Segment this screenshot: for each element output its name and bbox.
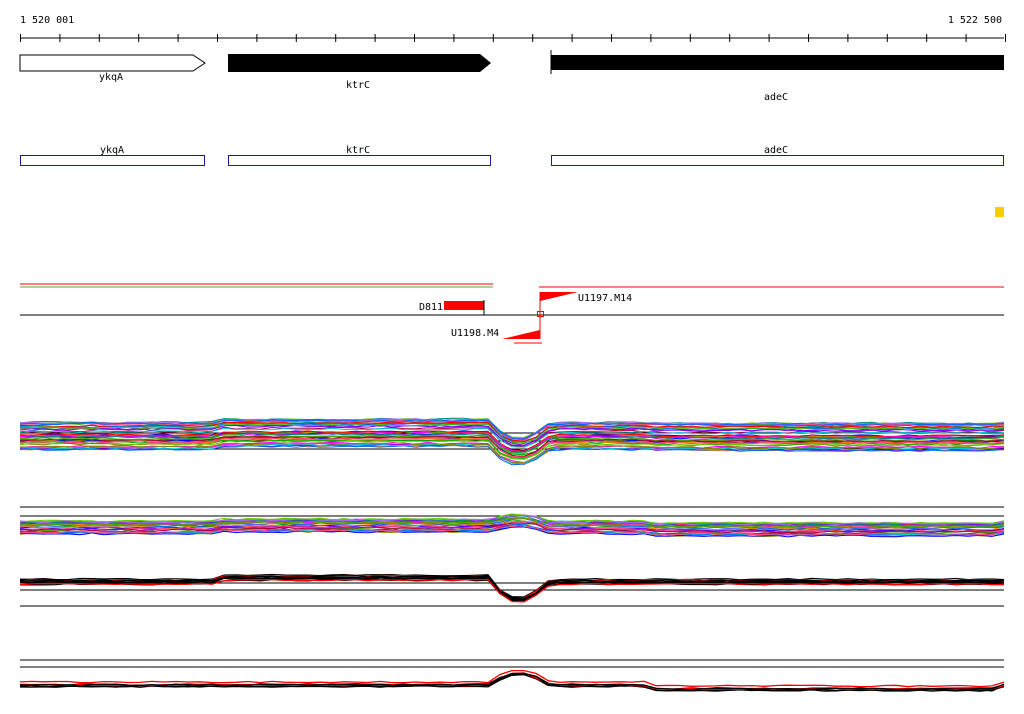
expression-profile-line (19, 573, 1005, 598)
expression-profile-line (19, 525, 1005, 536)
end-coordinate-label: 1 522 500 (948, 15, 1002, 26)
expression-profile-line (19, 520, 1005, 531)
probe-flag[interactable] (502, 330, 540, 339)
probe-u1197-m14[interactable]: U1197.M14 (537, 292, 633, 317)
expression-profile-line (19, 576, 1005, 601)
probe-label: U1198.M4 (451, 328, 499, 339)
expression-profile-line (19, 419, 1005, 440)
expression-profile-line (19, 423, 1005, 444)
feature-box[interactable] (20, 155, 205, 166)
gene-ktrc[interactable]: ktrC (228, 54, 491, 91)
expression-profile-line (19, 442, 1005, 464)
gene-label: ykqA (99, 72, 123, 83)
feature-label: ykqA (100, 145, 124, 156)
expression-profile-line (19, 434, 1005, 454)
ruler-ticks (20, 34, 1006, 42)
expression-profile-line (19, 444, 1005, 466)
expression-profile-line (19, 514, 1005, 526)
gene-ykqa[interactable]: ykqA (19, 54, 206, 83)
yellow-marker[interactable] (995, 207, 1004, 217)
expression-profile-line (19, 421, 1005, 443)
probe-u1198-m4[interactable]: U1198.M4 (451, 316, 542, 344)
expression-profile-line (19, 575, 1005, 600)
expression-profile-line (19, 522, 1005, 534)
expression-profile-line (19, 672, 1005, 691)
expression-profile-line (19, 437, 1005, 458)
probe-label: U1197.M14 (578, 293, 632, 304)
expression-profiles-bottom (19, 659, 1005, 692)
expression-profiles-secondary (19, 506, 1005, 538)
expression-profile-line (19, 669, 1005, 688)
probe-label: D811 (419, 302, 443, 313)
feature-adec[interactable]: adeC (551, 145, 1004, 166)
feature-box[interactable] (551, 155, 1004, 166)
feature-label: adeC (764, 145, 788, 156)
expression-profile-line (19, 577, 1005, 601)
gene-label: ktrC (346, 80, 370, 91)
gene-arrow[interactable] (19, 54, 206, 72)
expression-profile-line (19, 439, 1005, 460)
gene-arrow[interactable] (551, 55, 1004, 70)
expression-profile-line (19, 517, 1005, 529)
coordinate-ruler: 1 520 001 1 522 500 (20, 15, 1006, 42)
expression-profile-line (19, 437, 1005, 458)
probe-track: D811 U1197.M14 U1198.M4 (20, 283, 1004, 344)
expression-profiles-black-red (19, 573, 1005, 607)
probe-bar[interactable] (444, 301, 484, 310)
probe-flag[interactable] (540, 292, 578, 301)
probe-d811[interactable]: D811 (419, 300, 485, 315)
feature-ykqa[interactable]: ykqA (20, 145, 205, 166)
expression-profile-line (19, 427, 1005, 448)
gene-track: ykqA ktrC adeC (19, 50, 1004, 103)
start-coordinate-label: 1 520 001 (20, 15, 74, 26)
gene-label: adeC (764, 92, 788, 103)
gene-arrow[interactable] (228, 54, 491, 72)
expression-profile-line (19, 578, 1004, 603)
expression-profile-line (19, 513, 1005, 525)
expression-profile-line (19, 526, 1005, 538)
feature-track: ykqA ktrC adeC (20, 145, 1004, 166)
expression-profile-line (19, 431, 1005, 453)
feature-box[interactable] (228, 155, 491, 166)
expression-profiles-multicolor (19, 417, 1005, 466)
expression-profile-line (19, 443, 1005, 465)
feature-ktrc[interactable]: ktrC (228, 145, 491, 166)
feature-label: ktrC (346, 145, 370, 156)
expression-profile-line (19, 673, 1005, 692)
gene-adec[interactable]: adeC (550, 50, 1004, 103)
